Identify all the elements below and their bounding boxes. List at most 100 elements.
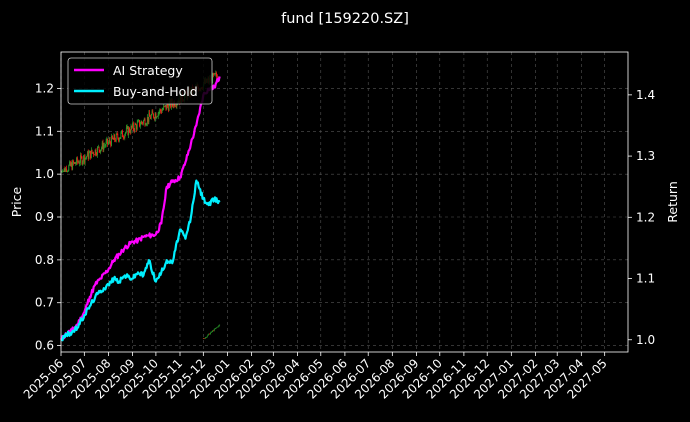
candle-body — [213, 73, 214, 76]
candle-body — [214, 73, 216, 75]
candle-body — [78, 161, 80, 164]
candle-body — [119, 137, 121, 139]
y-tick-label-left: 1.1 — [35, 124, 54, 138]
candle-body — [102, 142, 104, 151]
candle-body — [205, 337, 207, 339]
candle-body — [206, 335, 208, 338]
candle-body — [125, 127, 127, 133]
candle-body — [122, 130, 123, 138]
candle-body — [211, 331, 213, 333]
candle-body — [157, 113, 159, 117]
candle-body — [85, 157, 87, 158]
candle-body — [138, 120, 140, 121]
candle-body — [69, 161, 71, 166]
candle-body — [79, 162, 81, 164]
candle-body — [90, 150, 91, 159]
candle-body — [112, 138, 114, 140]
candle-body — [71, 162, 73, 170]
candle-body — [212, 330, 214, 332]
y-tick-label-left: 1.0 — [35, 167, 54, 181]
candle-body — [111, 135, 112, 146]
y-tick-label-right: 1.0 — [636, 333, 655, 347]
candle-body — [101, 142, 103, 148]
y-tick-label-right: 1.4 — [636, 88, 655, 102]
candle-body — [97, 146, 99, 148]
candle-body — [69, 161, 70, 166]
y-tick-label-right: 1.3 — [636, 149, 655, 163]
candle-body — [120, 132, 122, 138]
candle-body — [133, 129, 135, 131]
candle-body — [115, 140, 116, 142]
candle-body — [214, 328, 216, 330]
candle-body — [118, 138, 120, 141]
candle-body — [202, 338, 204, 339]
candle-body — [140, 121, 142, 125]
candle-body — [75, 163, 77, 165]
candle-body — [146, 117, 148, 124]
candle-body — [93, 152, 95, 155]
candle-body — [123, 137, 125, 139]
candle-body — [114, 134, 116, 141]
candle-body — [74, 162, 76, 164]
candle-body — [82, 161, 84, 164]
candle-body — [142, 122, 144, 124]
candle-body — [161, 110, 163, 113]
candle-body — [76, 157, 77, 164]
y-axis-label-right: Return — [665, 181, 680, 222]
candle-body — [126, 126, 128, 128]
candle-body — [168, 103, 170, 111]
candle-body — [81, 157, 83, 164]
candle-body — [66, 172, 68, 173]
candle-body — [99, 149, 101, 153]
candle-body — [113, 134, 115, 140]
candle-body — [164, 105, 165, 107]
series-line-ai-strategy — [60, 76, 221, 341]
y-tick-label-left: 0.7 — [35, 296, 54, 310]
candle-body — [174, 105, 176, 107]
y-tick-label-left: 0.9 — [35, 210, 54, 224]
candle-body — [68, 165, 70, 171]
candle-body — [150, 115, 152, 119]
y-tick-label-left: 0.8 — [35, 253, 54, 267]
candle-body — [64, 168, 66, 172]
candle-body — [83, 155, 84, 162]
candle-body — [124, 134, 126, 139]
candle-body — [210, 331, 212, 333]
candle-body — [108, 142, 109, 144]
candle-body — [176, 103, 178, 107]
candle-body — [143, 120, 144, 124]
candle-body — [213, 328, 215, 331]
candle-body — [132, 123, 133, 128]
candle-body — [130, 125, 132, 133]
y-tick-label-left: 0.6 — [35, 339, 54, 353]
candle-body — [158, 112, 160, 114]
candle-body — [215, 73, 217, 75]
candle-body — [209, 333, 210, 335]
candle-body — [94, 154, 95, 156]
candle-body — [143, 119, 145, 121]
candle-body — [122, 137, 124, 138]
candle-body — [84, 157, 86, 163]
candle-body — [150, 116, 151, 119]
candle-body — [218, 325, 220, 327]
candle-body — [216, 326, 218, 328]
candle-body — [154, 113, 156, 120]
candle-body — [175, 105, 177, 107]
candle-body — [166, 104, 168, 110]
candle-body — [155, 113, 157, 118]
y-tick-label-right: 1.1 — [636, 272, 655, 286]
candle-body — [97, 147, 98, 156]
candle-body — [61, 172, 63, 173]
candle-body — [128, 128, 130, 136]
candle-body — [145, 124, 147, 126]
candle-body — [136, 124, 137, 130]
candle-body — [217, 326, 219, 328]
candle-body — [117, 134, 119, 138]
candle-body — [219, 324, 221, 326]
candle-body — [156, 116, 158, 118]
candle-body — [118, 137, 119, 141]
candle-body — [98, 146, 100, 150]
candle-body — [137, 120, 139, 123]
legend: AI Strategy Buy-and-Hold — [67, 57, 213, 105]
